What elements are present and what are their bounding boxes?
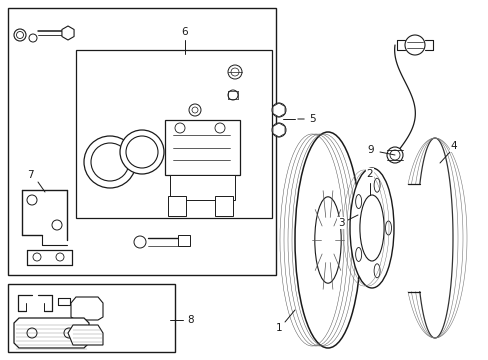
Polygon shape: [14, 318, 89, 348]
Bar: [76, 50, 271, 218]
Bar: [164, 120, 240, 175]
Circle shape: [386, 147, 402, 163]
Polygon shape: [71, 297, 103, 320]
Bar: [215, 196, 232, 216]
Circle shape: [120, 130, 163, 174]
Circle shape: [134, 236, 146, 248]
Circle shape: [14, 29, 26, 41]
Bar: [168, 196, 185, 216]
Text: 8: 8: [187, 315, 194, 325]
Circle shape: [227, 65, 242, 79]
Polygon shape: [62, 26, 74, 40]
Bar: [170, 175, 235, 200]
Text: 6: 6: [182, 27, 188, 37]
Polygon shape: [68, 325, 103, 345]
Circle shape: [271, 103, 285, 117]
Circle shape: [404, 35, 424, 55]
Polygon shape: [272, 103, 285, 117]
Text: 7: 7: [27, 170, 33, 180]
Text: 4: 4: [450, 141, 456, 151]
Polygon shape: [272, 123, 285, 137]
Bar: [8, 8, 275, 275]
Circle shape: [227, 90, 238, 100]
Text: 9: 9: [367, 145, 373, 155]
Ellipse shape: [349, 168, 393, 288]
Circle shape: [271, 123, 285, 137]
Text: 5: 5: [309, 114, 316, 124]
Text: 1: 1: [275, 323, 282, 333]
Text: 3: 3: [337, 218, 344, 228]
Text: 2: 2: [366, 169, 372, 179]
Circle shape: [84, 136, 136, 188]
Ellipse shape: [294, 132, 360, 348]
Bar: [178, 235, 190, 246]
Bar: [8, 284, 175, 352]
